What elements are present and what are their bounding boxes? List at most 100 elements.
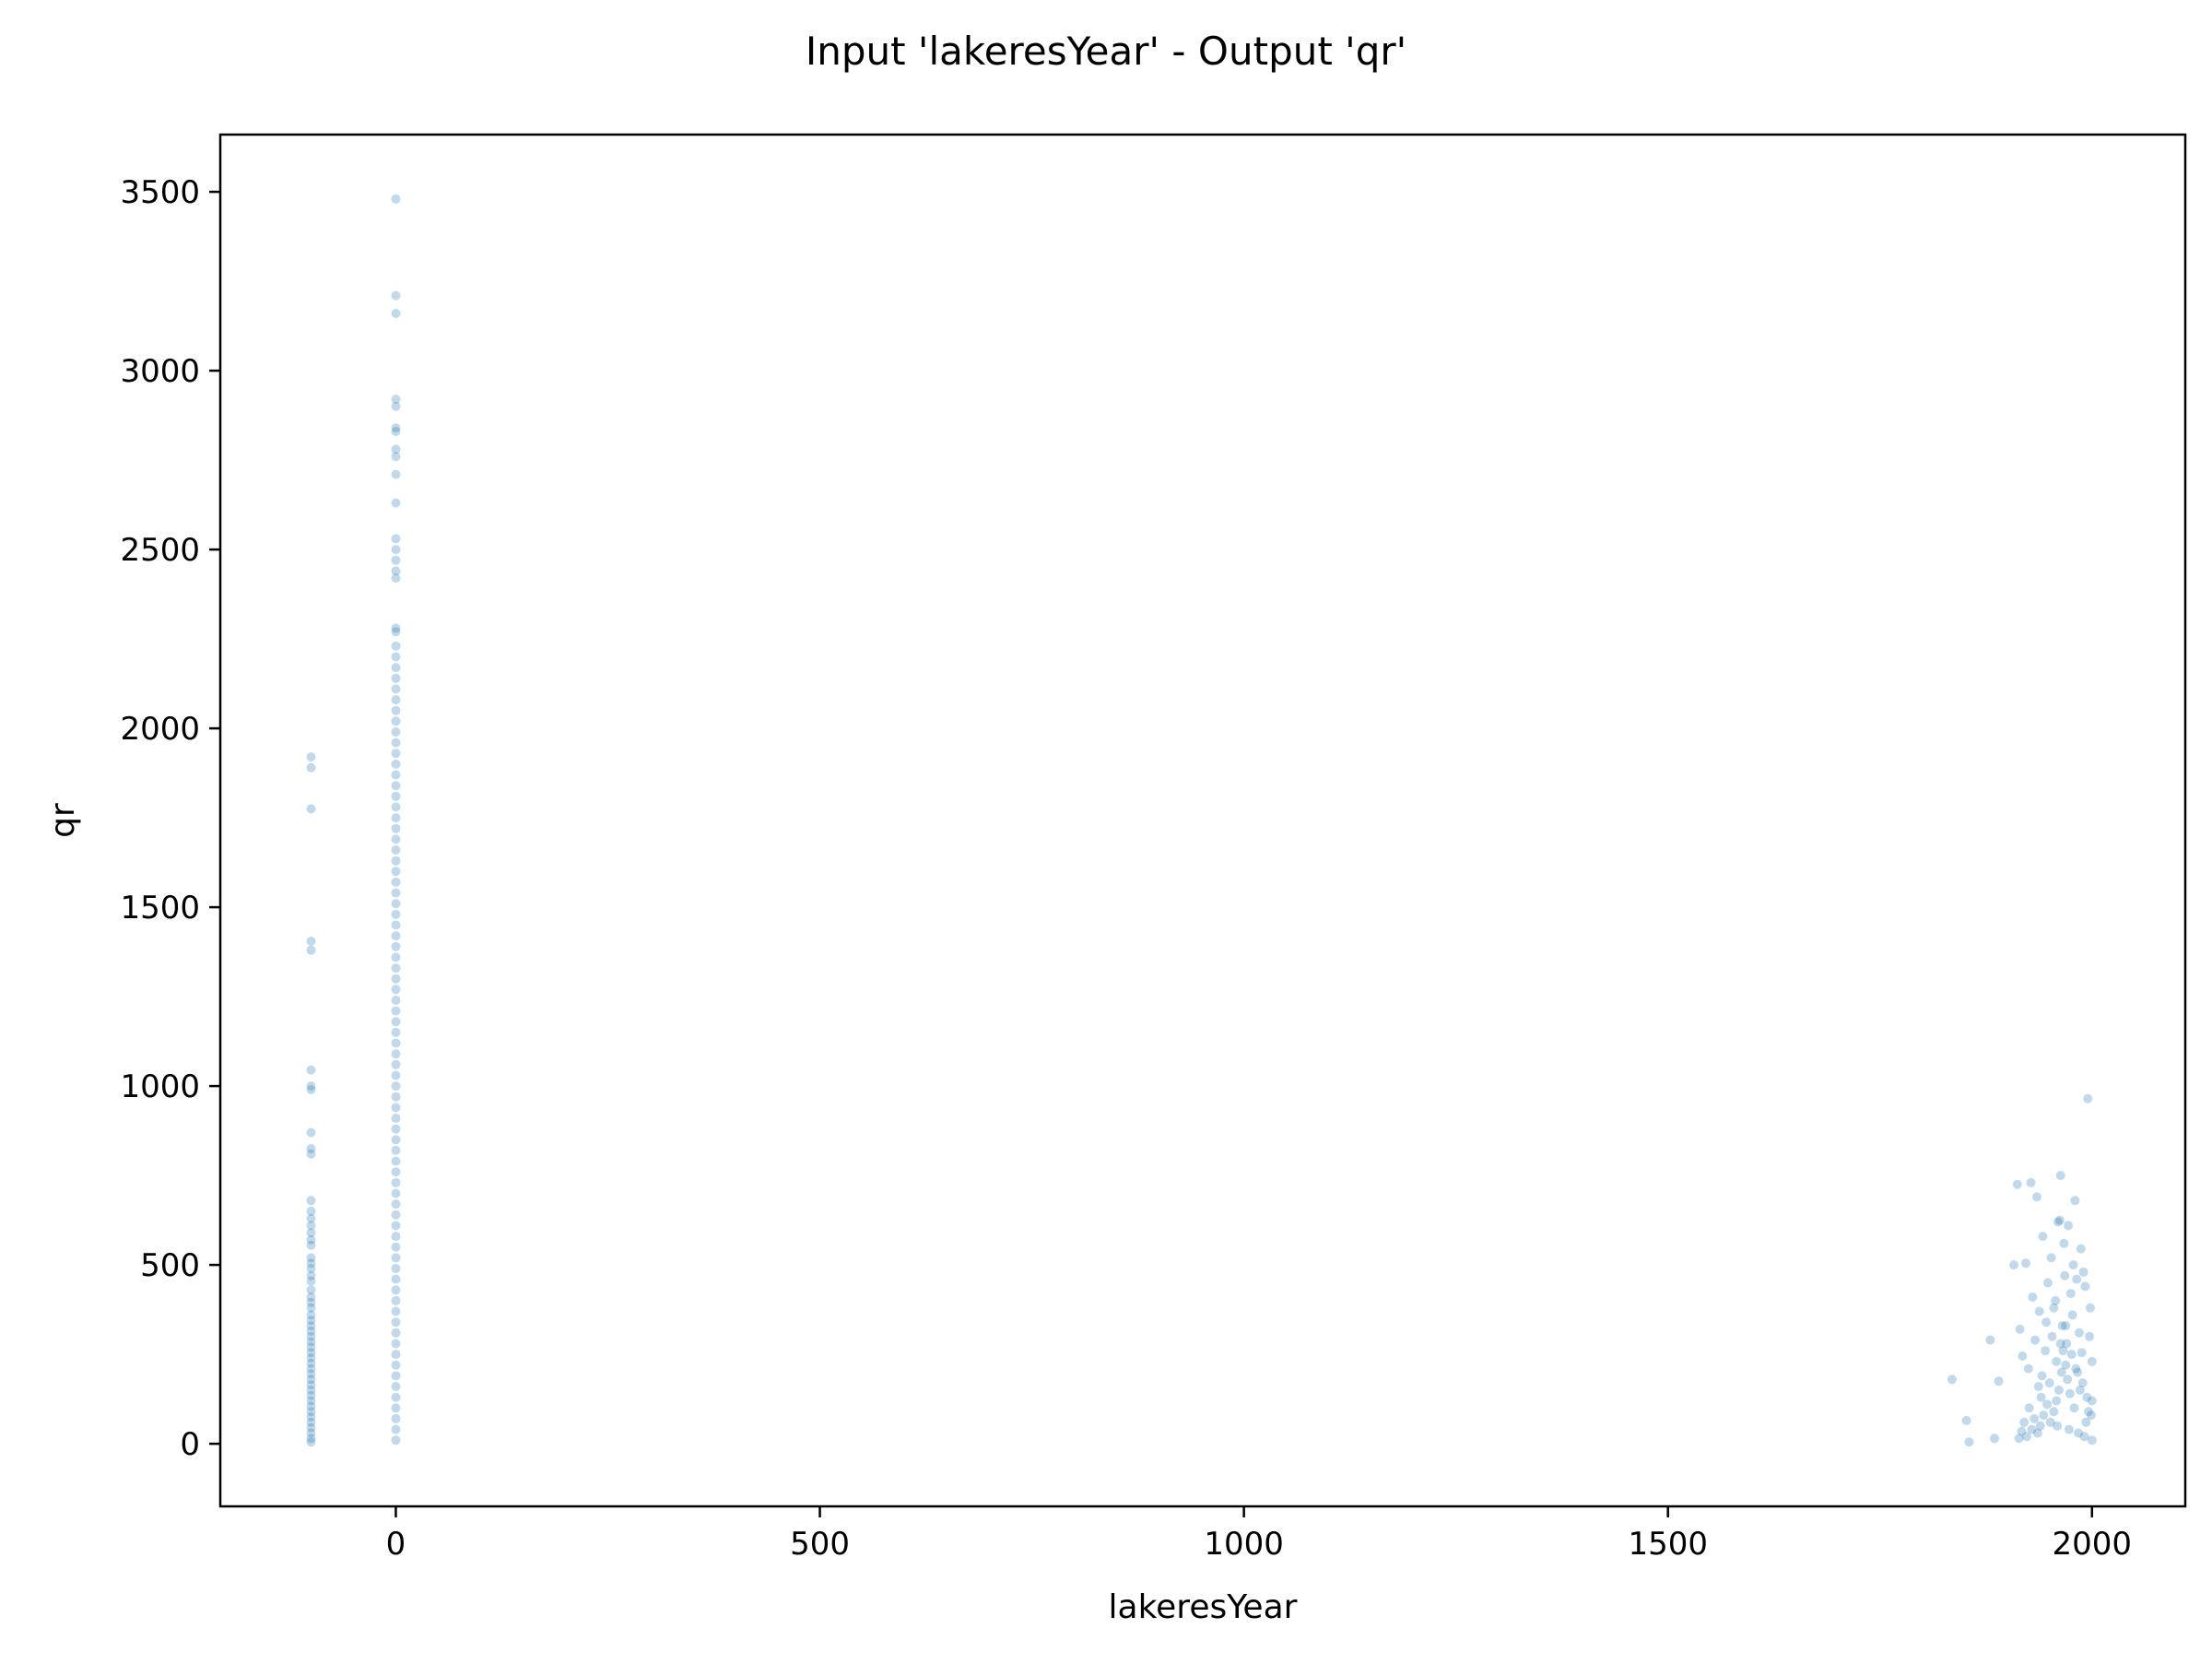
data-point xyxy=(1961,1415,1971,1425)
data-point xyxy=(306,1375,316,1385)
data-point xyxy=(391,920,401,930)
data-point xyxy=(306,1081,316,1092)
y-tick-label: 1500 xyxy=(120,890,200,926)
data-point xyxy=(2017,1426,2027,1436)
data-point xyxy=(2009,1260,2019,1270)
data-point xyxy=(306,945,316,955)
data-point xyxy=(2019,1417,2030,1427)
data-point xyxy=(391,716,401,726)
data-point xyxy=(391,899,401,909)
data-point xyxy=(2061,1321,2071,1331)
data-point xyxy=(306,1326,316,1336)
data-point xyxy=(2077,1348,2087,1358)
data-point xyxy=(2069,1403,2079,1413)
data-point xyxy=(391,573,401,584)
data-point xyxy=(391,290,401,301)
data-point xyxy=(2065,1289,2076,1299)
data-point xyxy=(391,1156,401,1166)
data-point xyxy=(391,1210,401,1220)
data-point xyxy=(306,1348,316,1358)
data-point xyxy=(306,1310,316,1320)
data-point xyxy=(391,1027,401,1037)
data-point xyxy=(2086,1410,2096,1421)
data-point xyxy=(2081,1417,2091,1427)
data-point xyxy=(391,444,401,454)
data-point xyxy=(2087,1396,2097,1406)
data-point xyxy=(391,1392,401,1402)
data-point xyxy=(1990,1434,1999,1444)
data-point xyxy=(2034,1306,2044,1316)
data-point xyxy=(306,1316,316,1326)
data-point xyxy=(2053,1385,2064,1395)
data-point xyxy=(391,1253,401,1263)
data-point xyxy=(306,1127,316,1138)
data-point xyxy=(391,1103,401,1113)
data-point xyxy=(391,1242,401,1252)
data-point xyxy=(2065,1388,2075,1398)
data-point xyxy=(391,802,401,812)
y-tick-label: 2000 xyxy=(120,711,200,748)
data-point xyxy=(2068,1260,2078,1270)
data-point xyxy=(391,1382,401,1391)
data-point xyxy=(391,823,401,833)
data-point xyxy=(1985,1335,1995,1345)
data-point xyxy=(2035,1421,2045,1431)
data-point xyxy=(2018,1351,2028,1361)
data-point xyxy=(2028,1292,2038,1302)
data-point xyxy=(2037,1371,2047,1381)
data-point xyxy=(391,423,401,433)
data-point xyxy=(2087,1356,2097,1366)
data-point xyxy=(306,1390,316,1400)
data-point xyxy=(306,1065,316,1075)
data-point xyxy=(391,469,401,479)
data-point xyxy=(2038,1232,2048,1242)
data-point xyxy=(2072,1274,2082,1284)
data-point xyxy=(391,1350,401,1360)
data-point xyxy=(391,1177,401,1187)
data-point xyxy=(391,1167,401,1177)
data-point xyxy=(391,498,401,508)
data-point xyxy=(2021,1432,2031,1442)
data-point xyxy=(391,452,401,462)
x-tick-label: 2000 xyxy=(2053,1526,2133,1563)
data-point xyxy=(391,555,401,565)
chart-title: Input 'lakeresYear' - Output 'qr' xyxy=(806,29,1406,74)
data-point xyxy=(2012,1179,2022,1189)
data-point xyxy=(391,749,401,759)
data-point xyxy=(2026,1177,2036,1187)
data-point xyxy=(391,673,401,683)
data-point xyxy=(306,1369,316,1379)
data-point xyxy=(391,652,401,662)
data-point xyxy=(306,762,316,773)
data-point xyxy=(391,1285,401,1295)
data-point xyxy=(391,1188,401,1198)
data-point xyxy=(306,1270,316,1280)
data-point xyxy=(391,695,401,704)
data-point xyxy=(2021,1258,2030,1269)
data-point xyxy=(2080,1281,2090,1292)
data-point xyxy=(391,395,401,405)
data-point xyxy=(2085,1303,2095,1313)
x-axis-ticks: 0 500 1000 1500 2000 xyxy=(386,1506,2132,1563)
data-point xyxy=(2042,1399,2052,1410)
data-point xyxy=(391,1135,401,1145)
data-point xyxy=(306,1428,316,1438)
data-point xyxy=(391,1049,401,1059)
data-point xyxy=(391,909,401,919)
data-point xyxy=(306,1240,316,1250)
data-point xyxy=(391,566,401,576)
data-point xyxy=(391,1339,401,1349)
data-point xyxy=(306,1253,316,1263)
data-point xyxy=(391,1360,401,1370)
data-point xyxy=(1994,1376,2004,1387)
data-point xyxy=(306,1422,316,1433)
data-point xyxy=(391,1124,401,1134)
data-point xyxy=(2049,1407,2059,1417)
y-tick-label: 500 xyxy=(140,1247,200,1284)
data-point xyxy=(2060,1270,2070,1280)
y-tick-label: 1000 xyxy=(120,1068,200,1105)
data-point xyxy=(2087,1435,2097,1446)
data-point xyxy=(391,867,401,877)
data-point xyxy=(306,1303,316,1313)
data-point xyxy=(391,813,401,823)
